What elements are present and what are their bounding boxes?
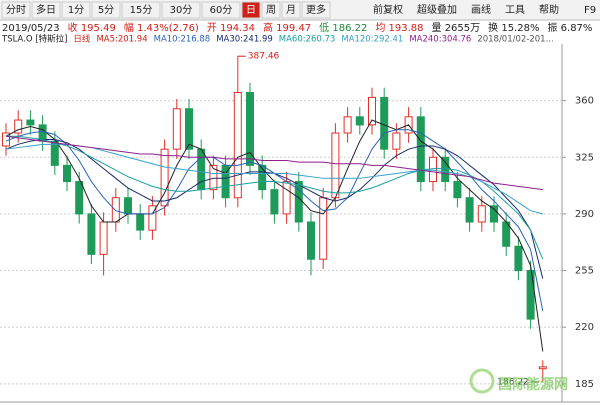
toolbar-button[interactable]: [261, 1, 281, 19]
candle-body: [331, 132, 340, 199]
legend-item: MA5:201.94: [96, 35, 147, 45]
min-label: 186.22: [497, 377, 529, 387]
header-item: 均 193.88: [375, 22, 423, 34]
candle-body: [538, 366, 547, 370]
header-item: 2019/05/23: [2, 23, 60, 34]
corner-label[interactable]: F9: [584, 5, 596, 16]
max-label: 387.46: [248, 52, 280, 62]
toolbar-button[interactable]: [121, 1, 161, 19]
header-item: 高 199.47: [263, 21, 311, 34]
toolbar-label[interactable]: 分时: [6, 4, 26, 16]
candle-body: [416, 116, 425, 183]
toolbar-button[interactable]: [241, 1, 261, 19]
toolbar-label[interactable]: 工具: [505, 4, 525, 16]
toolbar-label[interactable]: 多日: [36, 3, 56, 16]
candle-body: [246, 92, 254, 166]
header-item: 量 2655万: [432, 22, 481, 34]
candle-body: [50, 140, 59, 166]
y-tick-label: 325: [575, 152, 594, 163]
candle-body: [526, 270, 535, 320]
candle-body: [26, 119, 35, 126]
candle-body: [465, 197, 474, 223]
toolbar-label[interactable]: 周: [266, 4, 276, 16]
candle-body: [136, 213, 145, 231]
candle-body: [172, 108, 181, 150]
candle-body: [282, 181, 291, 215]
header-item: 开 194.34: [207, 23, 255, 34]
header-item: 收 195.49: [68, 21, 116, 34]
legend-item: 日线: [73, 34, 91, 45]
toolbar-button[interactable]: [61, 1, 91, 19]
candle-body: [307, 221, 315, 260]
candle-body: [111, 197, 120, 223]
toolbar-button[interactable]: [301, 1, 331, 19]
y-tick-label: 290: [575, 209, 594, 220]
candle-body: [160, 148, 169, 207]
ma-line: [5, 135, 543, 191]
legend-item: MA60:260.73: [279, 35, 336, 45]
candle-body: [368, 96, 376, 126]
toolbar-label[interactable]: 超级叠加: [417, 3, 457, 16]
header-item: 低 186.22: [319, 21, 367, 34]
candle-body: [392, 132, 401, 150]
toolbar-label[interactable]: 月: [286, 4, 296, 16]
y-tick-label: 220: [575, 322, 594, 333]
candle-body: [319, 197, 328, 260]
candle-body: [477, 205, 486, 223]
candle-body: [209, 164, 218, 191]
legend-item: MA10:216.88: [154, 35, 211, 45]
candle-body: [99, 221, 108, 255]
header-item: 幅 1.43%(2.76): [124, 21, 199, 34]
toolbar-label[interactable]: 画线: [471, 3, 491, 16]
toolbar-label[interactable]: 5分: [98, 4, 114, 16]
legend-item: TSLA.O [特斯拉]: [1, 34, 67, 45]
candle-body: [148, 205, 157, 231]
toolbar-label[interactable]: 15分: [130, 4, 153, 16]
ma-line: [6, 135, 544, 260]
toolbar-label[interactable]: 日: [246, 5, 256, 16]
ma-line: [5, 143, 543, 215]
candle-body: [514, 245, 523, 272]
candle-body: [233, 92, 242, 199]
toolbar-button[interactable]: [201, 1, 241, 19]
toolbar-button[interactable]: [161, 1, 201, 19]
legend-item: 2018/01/02-201...: [477, 35, 553, 45]
toolbar-label[interactable]: 1分: [68, 4, 84, 16]
candle-body: [343, 116, 352, 134]
toolbar-button[interactable]: [281, 1, 301, 19]
toolbar-button[interactable]: [1, 1, 31, 19]
watermark-logo: [469, 368, 495, 394]
y-tick-label: 255: [575, 266, 594, 277]
candle-body: [453, 181, 462, 199]
legend-item: MA240:304.76: [409, 35, 471, 45]
watermark: 国际能源网: [498, 376, 568, 393]
toolbar-button[interactable]: [91, 1, 121, 19]
candle-body: [380, 96, 389, 150]
y-tick-label: 185: [575, 379, 594, 390]
candle-body: [185, 108, 193, 150]
candle-body: [124, 197, 132, 215]
toolbar-label[interactable]: 60分: [210, 4, 233, 16]
y-tick-label: 360: [575, 96, 594, 107]
legend-item: MA120:292.41: [341, 35, 403, 45]
candle-body: [63, 164, 71, 183]
toolbar-label[interactable]: 更多: [306, 3, 326, 16]
candle-body: [75, 181, 84, 215]
candle-body: [87, 213, 96, 255]
toolbar-label[interactable]: 帮助: [539, 3, 559, 16]
header-item: 振 6.87%: [547, 21, 592, 34]
toolbar-label[interactable]: 30分: [170, 4, 193, 16]
candle-body: [14, 119, 23, 134]
toolbar-button[interactable]: [31, 1, 61, 19]
candle-body: [270, 189, 279, 215]
candle-body: [355, 116, 364, 126]
toolbar-label[interactable]: 前复权: [373, 3, 403, 16]
header-item: 换 15.28%: [488, 21, 539, 34]
legend-item: MA30:241.99: [216, 35, 273, 45]
candle-body: [490, 205, 498, 223]
